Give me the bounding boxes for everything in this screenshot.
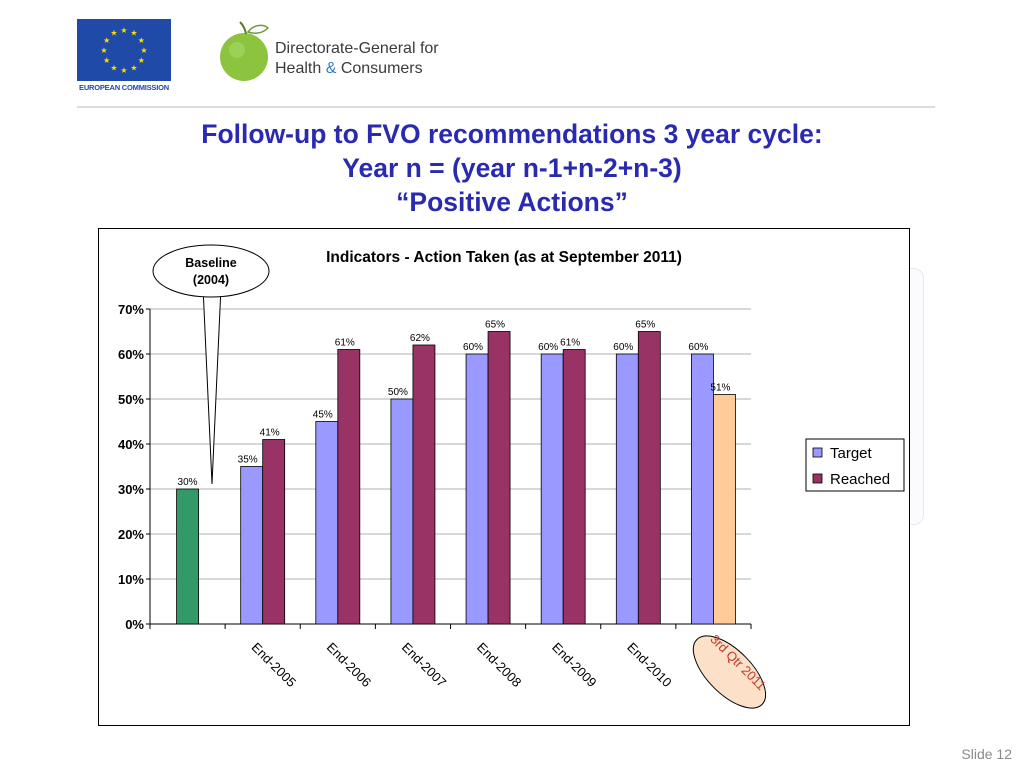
title-line-2: Year n = (year n-1+n-2+n-3) [342, 153, 682, 183]
bar-reached [713, 394, 736, 625]
bar-reached [562, 349, 586, 625]
eu-star-icon: ★ [120, 26, 127, 35]
eu-star-icon: ★ [130, 29, 137, 38]
x-tick-label: End-2008 [474, 640, 524, 690]
header-divider [77, 106, 935, 108]
x-tick-label: End-2010 [624, 640, 674, 690]
baseline-callout-line2: (2004) [193, 273, 229, 287]
eu-star-icon: ★ [138, 36, 145, 45]
bar-target [465, 353, 489, 625]
bar-baseline [176, 488, 199, 625]
slide-number: Slide 12 [961, 746, 1012, 762]
eu-star-icon: ★ [138, 56, 145, 65]
bar-reached [637, 331, 661, 625]
eu-star-icon: ★ [103, 56, 110, 65]
baseline-callout-line1: Baseline [185, 256, 236, 270]
data-label: 50% [388, 387, 408, 398]
bar-target [691, 353, 714, 625]
eu-star-icon: ★ [103, 36, 110, 45]
eu-star-icon: ★ [120, 66, 127, 75]
data-label: 30% [178, 477, 198, 488]
chart-frame: Indicators - Action Taken (as at Septemb… [98, 228, 910, 726]
y-tick-label: 30% [118, 482, 144, 497]
bar-reached [487, 331, 511, 625]
x-tick-label: End-2007 [399, 640, 449, 690]
data-label: 62% [410, 333, 430, 344]
y-tick-label: 50% [118, 392, 144, 407]
bar-reached [262, 439, 286, 625]
callout-pointer [202, 286, 222, 485]
eu-flag-icon: ★ ★ ★ ★ ★ ★ ★ ★ ★ ★ ★ ★ [77, 19, 171, 81]
data-label: 65% [485, 320, 505, 331]
apple-icon [220, 21, 270, 81]
bar-target [315, 421, 339, 625]
bar-reached [412, 344, 436, 625]
callout-joint [202, 284, 222, 290]
data-label: 51% [710, 383, 730, 394]
baseline-callout [152, 244, 270, 298]
data-label: 61% [560, 338, 580, 349]
bar-target [615, 353, 639, 625]
data-label: 60% [538, 342, 558, 353]
y-tick-label: 40% [118, 437, 144, 452]
eu-star-icon: ★ [100, 46, 107, 55]
dg-name-line1: Directorate-General for [275, 40, 439, 57]
bar-chart: Indicators - Action Taken (as at Septemb… [118, 244, 905, 709]
legend-label: Target [830, 445, 873, 462]
data-label: 60% [463, 342, 483, 353]
legend-swatch [812, 473, 823, 484]
y-tick-label: 20% [118, 527, 144, 542]
data-label: 60% [613, 342, 633, 353]
x-tick-label: End-2005 [249, 640, 299, 690]
data-label: 35% [238, 455, 258, 466]
title-line-1: Follow-up to FVO recommendations 3 year … [201, 119, 823, 149]
slide-title: Follow-up to FVO recommendations 3 year … [0, 117, 1024, 219]
data-label: 60% [688, 342, 708, 353]
bar-target [240, 466, 264, 625]
bar-target [540, 353, 564, 625]
bar-target [390, 398, 414, 625]
y-tick-label: 10% [118, 572, 144, 587]
data-label: 45% [313, 410, 333, 421]
eu-star-icon: ★ [110, 63, 117, 72]
eu-star-icon: ★ [130, 63, 137, 72]
y-tick-label: 60% [118, 347, 144, 362]
q3-2011-highlight [692, 635, 766, 709]
data-label: 61% [335, 338, 355, 349]
dg-health-consumers-logo: Directorate-General for Health & Consume… [218, 20, 468, 86]
eu-caption: EUROPEAN COMMISSION [79, 83, 169, 92]
legend-label: Reached [830, 471, 890, 488]
data-label: 41% [260, 428, 280, 439]
eu-star-icon: ★ [110, 29, 117, 38]
y-tick-label: 0% [125, 617, 144, 632]
eu-star-icon: ★ [140, 46, 147, 55]
title-line-3: “Positive Actions” [396, 187, 628, 217]
legend-swatch [812, 447, 823, 458]
european-commission-logo: ★ ★ ★ ★ ★ ★ ★ ★ ★ ★ ★ ★ EUROPEAN COMMISSION [77, 19, 171, 95]
chart-title: Indicators - Action Taken (as at Septemb… [326, 249, 682, 266]
data-label: 65% [635, 320, 655, 331]
y-tick-label: 70% [118, 302, 144, 317]
dg-name-line2: Health & Consumers [275, 60, 423, 77]
x-tick-label: End-2009 [549, 640, 599, 690]
bar-reached [337, 349, 361, 625]
x-tick-label: End-2006 [324, 640, 374, 690]
